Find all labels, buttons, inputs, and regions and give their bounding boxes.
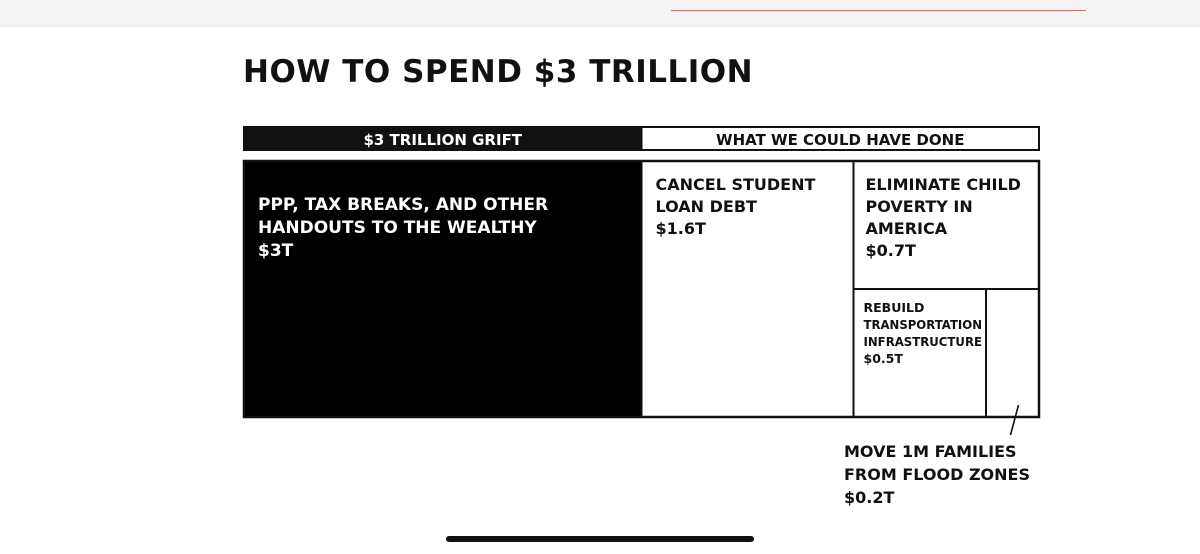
- top-divider-line: [671, 10, 1086, 11]
- block-student-debt-line-1: LOAN DEBT: [656, 197, 758, 216]
- block-transportation-line-0: REBUILD: [864, 300, 925, 315]
- block-grift-value: $3T: [258, 241, 294, 261]
- flood-zones-callout-line-1: FROM FLOOD ZONES: [844, 465, 1030, 484]
- top-strip: [0, 0, 1200, 27]
- block-student-debt: [640, 160, 855, 418]
- flood-zones-callout-line: [1009, 404, 1020, 436]
- treemap-frame: [242, 159, 1041, 419]
- header-alternatives: [640, 126, 1040, 151]
- block-flood-zones: [985, 288, 1040, 418]
- block-transportation-line-1: TRANSPORTATION: [864, 317, 983, 332]
- header-alternatives-label: WHAT WE COULD HAVE DONE: [716, 131, 964, 149]
- block-transportation-value: $0.5T: [864, 351, 904, 366]
- block-child-poverty-value: $0.7T: [866, 241, 916, 260]
- chart-title: HOW TO SPEND $3 TRILLION: [243, 54, 754, 90]
- block-student-debt-line-0: CANCEL STUDENT: [656, 175, 816, 194]
- home-indicator[interactable]: [446, 536, 754, 542]
- block-child-poverty-line-2: AMERICA: [866, 219, 948, 238]
- block-grift: [243, 160, 643, 418]
- block-grift-line-1: HANDOUTS TO THE WEALTHY: [258, 218, 537, 238]
- block-child-poverty-line-1: POVERTY IN: [866, 197, 973, 216]
- block-transportation-line-2: INFRASTRUCTURE: [864, 334, 983, 349]
- block-student-debt-value: $1.6T: [656, 219, 706, 238]
- block-child-poverty-line-0: ELIMINATE CHILD: [866, 175, 1021, 194]
- block-grift-line-0: PPP, TAX BREAKS, AND OTHER: [258, 195, 548, 215]
- header-grift-label: $3 TRILLION GRIFT: [363, 131, 522, 149]
- flood-zones-callout-value: $0.2T: [844, 488, 894, 507]
- block-transportation: [852, 288, 987, 418]
- block-child-poverty: [852, 160, 1040, 290]
- flood-zones-callout-line-0: MOVE 1M FAMILIES: [844, 442, 1017, 461]
